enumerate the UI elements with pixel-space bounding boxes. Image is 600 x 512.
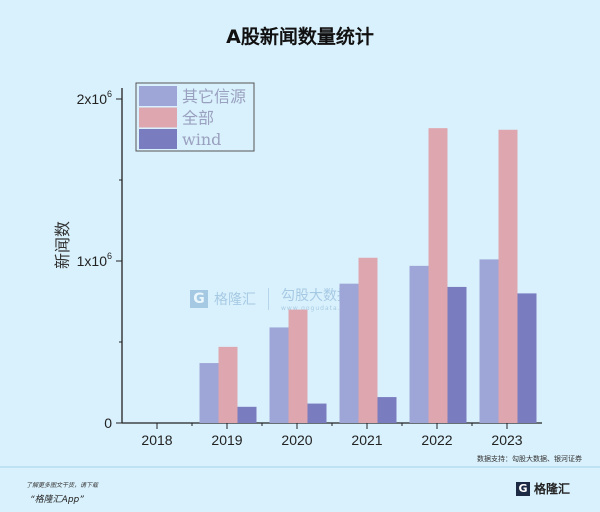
bar-全部-2023 — [498, 129, 518, 423]
bar-其它信源-2019 — [199, 363, 219, 423]
legend-swatch — [139, 107, 177, 128]
legend-label: 其它信源 — [182, 87, 246, 106]
legend-swatch — [139, 86, 177, 106]
bar-chart: 0 1x106 2x106 新闻数 2018 2019 2020 2021 2022 2023 其… — [53, 82, 542, 448]
watermark: G 格隆汇 勾股大数据 www.gogudata.com — [190, 285, 356, 312]
footer-divider — [0, 466, 600, 468]
footer-logo-text: 格隆汇 — [533, 482, 570, 496]
footer-line1: 了解更多图文干货，请下载 — [26, 482, 99, 489]
bar-wind-2020 — [307, 403, 327, 423]
axes: 0 1x106 2x106 新闻数 2018 2019 2020 2021 2022 2023 — [53, 88, 542, 448]
bar-全部-2022 — [428, 128, 448, 423]
bar-其它信源-2020 — [269, 327, 289, 423]
bar-其它信源-2021 — [339, 283, 359, 423]
source-note: 数据支持：勾股大数据、银河证券 — [477, 455, 582, 463]
y-axis-label: 新闻数 — [53, 221, 72, 269]
bar-其它信源-2023 — [479, 259, 499, 423]
x-tick-label: 2021 — [351, 432, 382, 448]
y-tick-label: 1x106 — [77, 251, 112, 269]
x-tick-label: 2022 — [421, 432, 452, 448]
y-tick-label: 2x106 — [77, 89, 112, 107]
footer-line2: “格隆汇App” — [30, 495, 84, 505]
bar-全部-2021 — [358, 257, 378, 423]
legend-label: 全部 — [182, 109, 214, 128]
x-tick-label: 2019 — [211, 432, 242, 448]
watermark-product: 勾股大数据 — [281, 288, 351, 304]
y-tick-label: 0 — [104, 415, 112, 431]
watermark-url: www.gogudata.com — [281, 305, 357, 312]
watermark-divider — [268, 287, 269, 310]
bar-wind-2022 — [447, 286, 467, 423]
chart-title: A股新闻数量统计 — [226, 26, 374, 48]
bar-其它信源-2022 — [409, 265, 429, 423]
legend-label: wind — [182, 130, 221, 149]
gelonghui-logo-icon: G — [190, 289, 208, 308]
bar-wind-2019 — [237, 406, 257, 423]
x-tick-label: 2020 — [281, 432, 312, 448]
legend-box — [135, 82, 255, 152]
bar-全部-2020 — [288, 309, 308, 423]
gelonghui-logo-icon: G — [515, 481, 530, 496]
watermark-brand: 格隆汇 — [214, 291, 256, 308]
legend-swatch — [139, 129, 177, 149]
bar-wind-2023 — [517, 293, 537, 423]
x-tick-label: 2023 — [491, 432, 522, 448]
footer-logo: G 格隆汇 — [515, 480, 570, 497]
bar-全部-2019 — [218, 346, 238, 423]
bar-wind-2021 — [377, 397, 397, 423]
x-tick-label: 2018 — [141, 432, 172, 448]
bars — [199, 128, 537, 423]
